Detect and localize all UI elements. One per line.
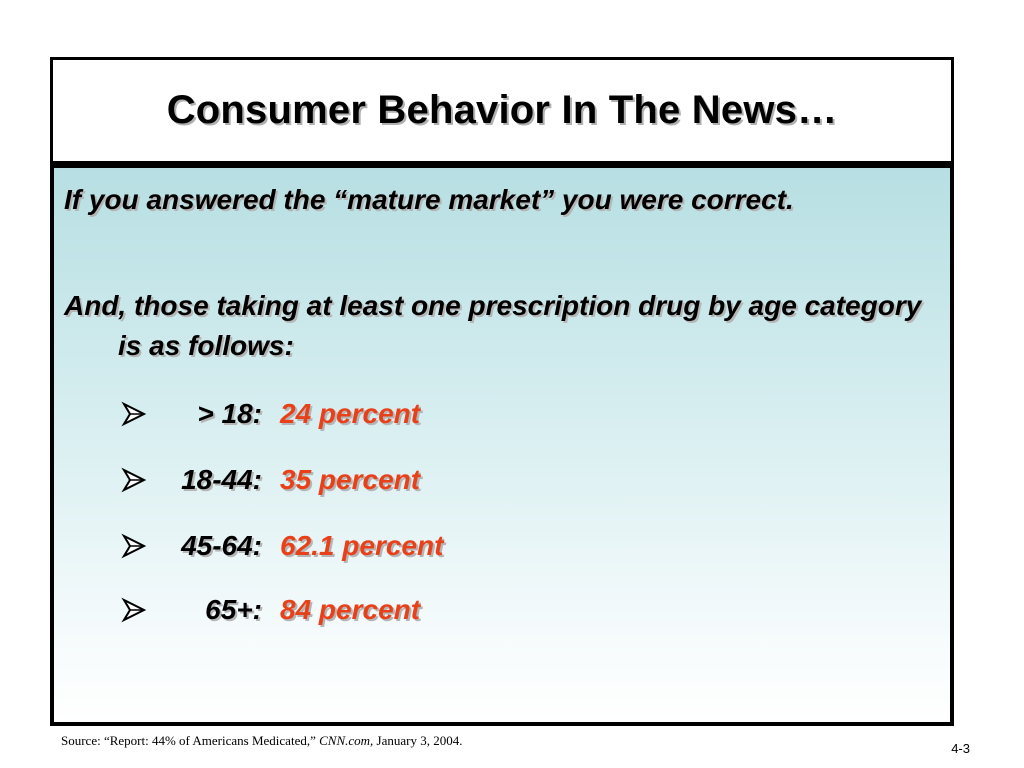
title-box: Consumer Behavior In The News… <box>50 57 954 164</box>
age-range: > 18: <box>197 398 262 429</box>
source-publication: CNN.com, <box>319 733 374 748</box>
page-number: 4-3 <box>951 741 970 756</box>
percent-value: 24 percent <box>280 398 421 429</box>
arrowhead-bullet-icon <box>121 401 147 427</box>
source-prefix: Source: “Report: 44% of Americans Medica… <box>61 733 320 748</box>
slide-title: Consumer Behavior In The News… <box>166 88 838 132</box>
source-citation: Source: “Report: 44% of Americans Medica… <box>61 733 462 749</box>
source-date: January 3, 2004. <box>373 733 463 748</box>
paragraph-mature-market: If you answered the “mature market” you … <box>64 184 794 215</box>
age-range: 65+: <box>205 594 262 625</box>
percent-value: 84 percent <box>280 594 421 625</box>
bullet-item: 65+: 84 percent <box>118 590 420 630</box>
bullet-item: > 18: 24 percent <box>118 394 420 434</box>
age-range: 45-64: <box>181 530 262 561</box>
arrowhead-bullet-icon <box>121 597 147 623</box>
age-range: 18-44: <box>181 464 262 495</box>
bullet-item: 45-64: 62.1 percent <box>118 526 443 566</box>
arrowhead-bullet-icon <box>121 467 147 493</box>
bullet-item: 18-44: 35 percent <box>118 460 420 500</box>
percent-value: 62.1 percent <box>280 530 444 561</box>
percent-value: 35 percent <box>280 464 421 495</box>
paragraph-prescription-intro: And, those taking at least one prescript… <box>64 290 922 361</box>
content-box: If you answered the “mature market” you … <box>50 164 954 726</box>
arrowhead-bullet-icon <box>121 533 147 559</box>
